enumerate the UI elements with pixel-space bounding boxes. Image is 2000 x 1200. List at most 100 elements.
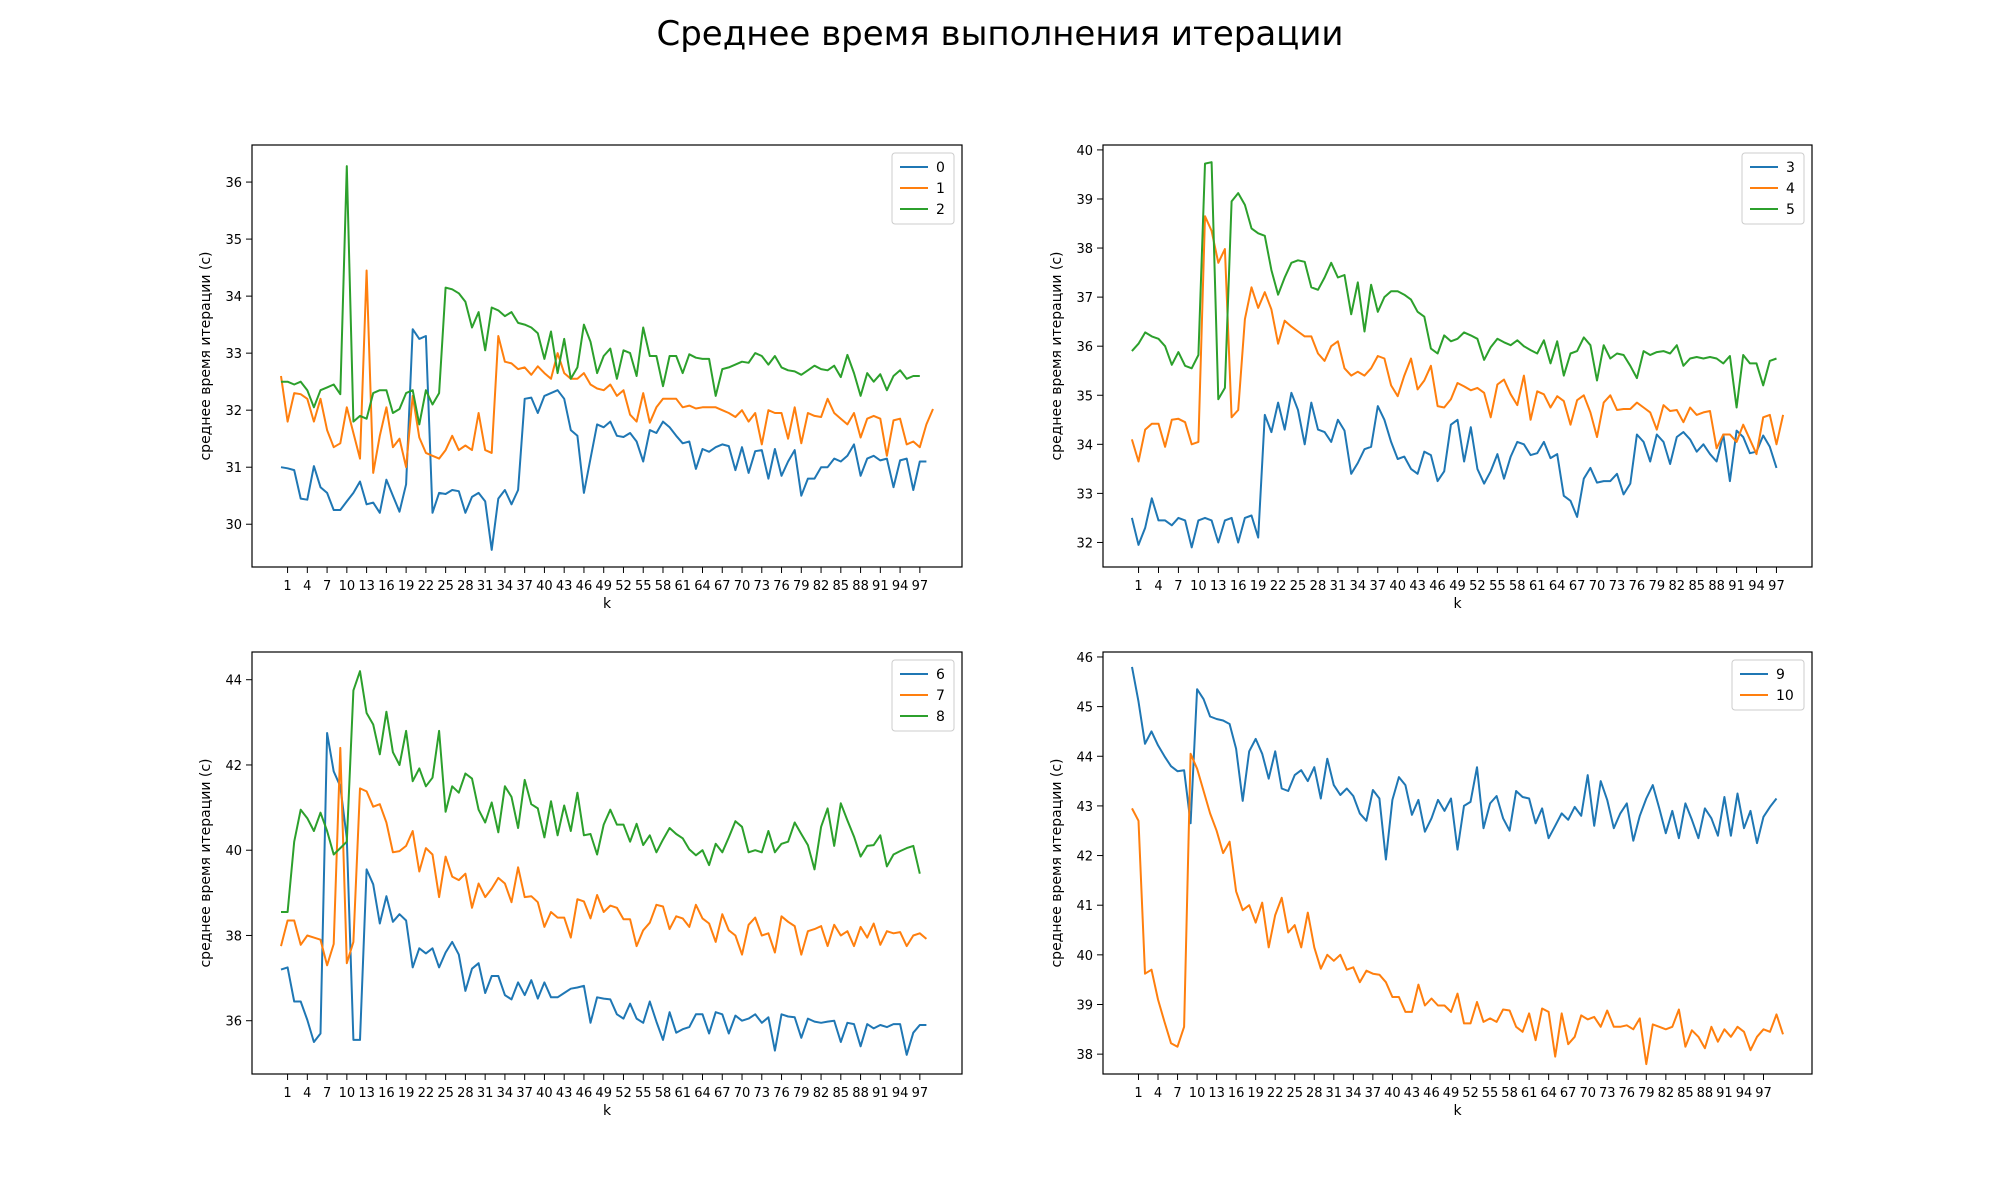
x-tick-label: 85 — [833, 579, 850, 594]
x-tick-label: 61 — [1529, 579, 1546, 594]
x-tick-label: 22 — [1267, 1086, 1284, 1101]
x-tick-label: 37 — [516, 579, 533, 594]
legend-label-3: 3 — [1786, 160, 1795, 176]
x-tick-label: 73 — [754, 579, 771, 594]
x-tick-label: 10 — [1189, 1086, 1206, 1101]
x-tick-label: 16 — [1230, 579, 1247, 594]
x-tick-label: 61 — [1521, 1086, 1538, 1101]
axes-frame — [251, 144, 963, 568]
series-line-0 — [280, 328, 927, 551]
axes-frame — [1102, 144, 1813, 568]
x-tick-label: 79 — [793, 1086, 810, 1101]
x-tick-label: 34 — [1350, 579, 1367, 594]
x-tick-label: 67 — [1569, 579, 1586, 594]
x-tick-label: 55 — [1482, 1086, 1499, 1101]
legend: 3 4 5 — [1741, 152, 1805, 225]
x-tick-label: 1 — [1134, 579, 1142, 594]
x-tick-label: 91 — [872, 579, 889, 594]
legend-label-7: 7 — [936, 688, 945, 704]
y-tick-label: 44 — [225, 674, 242, 689]
x-tick-label: 43 — [556, 1086, 573, 1101]
y-tick-label: 35 — [225, 233, 242, 248]
x-tick-label: 19 — [1250, 579, 1267, 594]
x-tick-label: 46 — [576, 1086, 593, 1101]
x-tick-label: 19 — [398, 579, 415, 594]
y-axis-label: среднее время итерации (с) — [198, 758, 214, 967]
x-tick-label: 34 — [1345, 1086, 1362, 1101]
x-tick-label: 49 — [595, 579, 612, 594]
x-tick-label: 40 — [536, 1086, 553, 1101]
y-tick-label: 39 — [1076, 193, 1093, 208]
y-tick-label: 34 — [225, 290, 242, 305]
x-tick-label: 91 — [1728, 579, 1745, 594]
x-tick-label: 37 — [1369, 579, 1386, 594]
legend-label-6: 6 — [936, 667, 945, 683]
legend-label-1: 1 — [936, 181, 945, 197]
x-tick-label: 88 — [852, 1086, 869, 1101]
y-tick-label: 42 — [225, 759, 242, 774]
x-tick-label: 31 — [1326, 1086, 1343, 1101]
x-tick-label: 58 — [655, 1086, 672, 1101]
y-tick-label: 39 — [1076, 998, 1093, 1013]
x-tick-label: 40 — [1384, 1086, 1401, 1101]
y-tick-label: 40 — [225, 844, 242, 859]
x-tick-label: 58 — [655, 579, 672, 594]
x-tick-label: 31 — [477, 579, 494, 594]
series-line-6 — [280, 732, 927, 1056]
legend-label-8: 8 — [936, 709, 945, 725]
x-tick-label: 85 — [1688, 579, 1705, 594]
x-tick-label: 1 — [283, 579, 291, 594]
x-tick-label: 7 — [323, 1086, 331, 1101]
y-tick-label: 44 — [1076, 750, 1093, 765]
y-tick-label: 43 — [1076, 800, 1093, 815]
x-tick-label: 25 — [1290, 579, 1307, 594]
subplot-2: 1 4 7 10 13 16 19 22 25 28 31 34 37 40 43 46 49 52 55 58 61 6… — [1049, 144, 1813, 612]
axes-frame — [251, 651, 963, 1075]
x-tick-label: 67 — [714, 579, 731, 594]
x-tick-label: 70 — [734, 1086, 751, 1101]
x-tick-label: 46 — [1429, 579, 1446, 594]
x-tick-label: 91 — [1716, 1086, 1733, 1101]
x-tick-label: 1 — [283, 1086, 291, 1101]
x-tick-label: 94 — [1748, 579, 1765, 594]
figure-title: Среднее время выполнения итерации — [656, 14, 1344, 54]
x-tick-label: 7 — [323, 579, 331, 594]
x-tick-label: 64 — [694, 1086, 711, 1101]
x-tick-label: 70 — [1579, 1086, 1596, 1101]
x-tick-label: 43 — [1409, 579, 1426, 594]
y-tick-label: 38 — [225, 929, 242, 944]
x-tick-label: 25 — [1286, 1086, 1303, 1101]
x-axis-label: k — [1453, 596, 1462, 612]
x-tick-label: 43 — [556, 579, 573, 594]
x-tick-label: 58 — [1501, 1086, 1518, 1101]
x-axis-label: k — [603, 1103, 612, 1119]
y-tick-label: 38 — [1076, 242, 1093, 257]
series-line-3 — [1130, 391, 1778, 549]
x-tick-label: 79 — [1649, 579, 1666, 594]
x-tick-label: 40 — [1389, 579, 1406, 594]
x-tick-label: 64 — [1540, 1086, 1557, 1101]
x-tick-label: 31 — [1330, 579, 1347, 594]
x-tick-label: 61 — [674, 579, 691, 594]
y-tick-label: 45 — [1076, 701, 1093, 716]
x-tick-label: 13 — [358, 579, 375, 594]
x-tick-label: 97 — [1755, 1086, 1772, 1101]
x-tick-label: 97 — [912, 579, 929, 594]
x-axis-label: k — [1453, 1103, 1462, 1119]
x-tick-label: 22 — [418, 1086, 435, 1101]
x-tick-label: 28 — [1306, 1086, 1323, 1101]
x-tick-label: 70 — [1589, 579, 1606, 594]
x-tick-label: 55 — [635, 579, 652, 594]
x-tick-label: 28 — [457, 579, 474, 594]
x-tick-label: 37 — [516, 1086, 533, 1101]
x-tick-label: 10 — [1190, 579, 1207, 594]
y-tick-label: 31 — [225, 461, 242, 476]
series-line-9 — [1131, 666, 1778, 861]
x-tick-label: 58 — [1509, 579, 1526, 594]
y-tick-label: 40 — [1076, 949, 1093, 964]
x-tick-label: 52 — [615, 579, 632, 594]
x-tick-label: 55 — [1489, 579, 1506, 594]
x-tick-label: 64 — [694, 579, 711, 594]
y-tick-label: 36 — [225, 1015, 242, 1030]
y-tick-label: 33 — [1076, 487, 1093, 502]
